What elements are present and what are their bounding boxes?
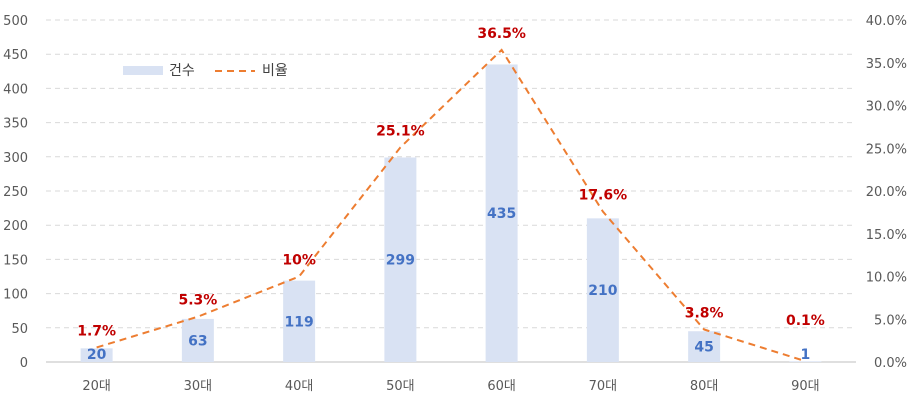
y-right-tick-label: 10.0%	[866, 271, 907, 286]
bar	[586, 218, 619, 362]
legend-label-line: 비율	[262, 63, 288, 79]
legend-swatch-bar	[123, 66, 163, 75]
y-left-tick-label: 150	[3, 253, 28, 268]
rate-value-label: 10%	[282, 253, 316, 269]
y-left-tick-label: 200	[3, 219, 28, 234]
y-left-tick-label: 300	[3, 151, 28, 166]
y-right-tick-label: 15.0%	[866, 228, 907, 243]
rate-value-label: 25.1%	[376, 123, 425, 139]
y-right-tick-label: 35.0%	[866, 57, 907, 72]
rate-value-label: 17.6%	[579, 188, 628, 204]
x-tick-label: 90대	[791, 379, 820, 394]
bar-value-label: 20	[87, 347, 107, 363]
rate-line	[96, 48, 806, 363]
bar	[384, 157, 417, 362]
y-right-tick-label: 0.0%	[874, 356, 907, 371]
y-right-tick-label: 30.0%	[866, 100, 907, 115]
bar-value-label: 435	[487, 206, 516, 222]
bar	[181, 318, 214, 362]
y-left-tick-label: 500	[3, 14, 28, 29]
bar-value-label: 63	[188, 333, 207, 349]
rate-value-label: 36.5%	[477, 26, 526, 42]
rate-value-label: 3.8%	[685, 306, 724, 322]
bar-value-label: 210	[588, 283, 617, 299]
y-right-tick-label: 20.0%	[866, 185, 907, 200]
bar	[283, 280, 316, 362]
y-left-tick-label: 350	[3, 117, 28, 132]
y-right-tick-label: 25.0%	[866, 142, 907, 157]
bar-value-label: 1	[801, 347, 811, 363]
bar-value-label: 299	[386, 253, 415, 269]
bar	[789, 361, 822, 362]
bar	[485, 64, 518, 363]
legend-label-bar: 건수	[169, 63, 195, 79]
y-left-tick-label: 250	[3, 185, 28, 200]
x-tick-label: 60대	[487, 379, 516, 394]
rate-value-label: 1.7%	[77, 323, 116, 339]
x-tick-label: 30대	[184, 379, 213, 394]
x-tick-label: 20대	[82, 379, 111, 394]
bar	[688, 331, 721, 362]
bar-value-label: 119	[285, 314, 314, 330]
rate-value-label: 5.3%	[178, 293, 217, 309]
x-tick-label: 40대	[285, 379, 314, 394]
y-left-tick-label: 50	[11, 322, 28, 337]
rate-value-label: 0.1%	[786, 313, 825, 329]
x-tick-label: 50대	[386, 379, 415, 394]
y-left-tick-label: 450	[3, 48, 28, 63]
x-tick-label: 80대	[690, 379, 719, 394]
bar	[80, 348, 113, 362]
bar-value-label: 45	[694, 340, 713, 356]
y-left-tick-label: 100	[3, 288, 28, 303]
y-right-tick-label: 5.0%	[874, 313, 907, 328]
y-right-tick-label: 40.0%	[866, 14, 907, 29]
y-left-tick-label: 400	[3, 82, 28, 97]
x-tick-label: 70대	[589, 379, 618, 394]
y-left-tick-label: 0	[20, 356, 28, 371]
